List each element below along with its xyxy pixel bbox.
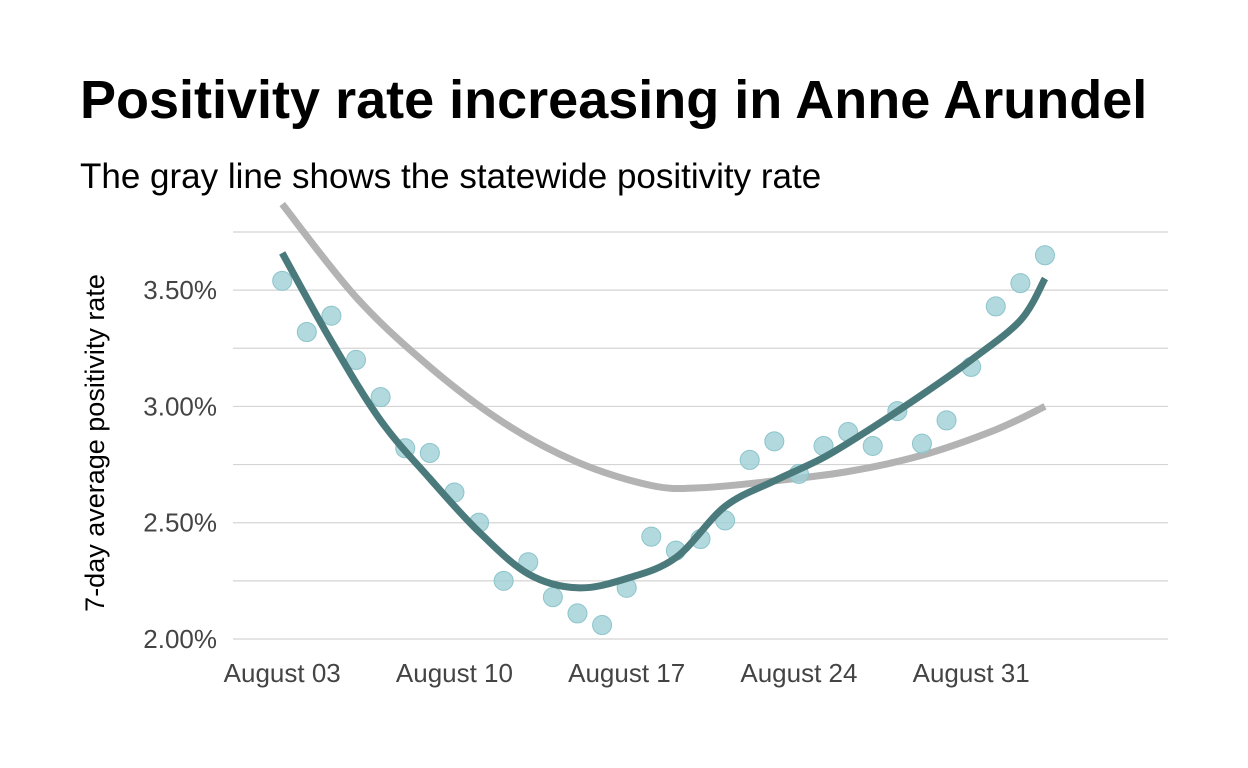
x-tick-label: August 31 (913, 658, 1030, 688)
data-point (1010, 273, 1031, 294)
data-point (936, 410, 957, 431)
chart-title: Positivity rate increasing in Anne Arund… (80, 70, 1148, 130)
statewide-trend-line (279, 201, 1047, 493)
data-point (592, 615, 613, 636)
data-point (567, 603, 588, 624)
y-tick-label: 2.00% (143, 624, 217, 654)
y-tick-label: 3.00% (143, 391, 217, 421)
y-axis-label: 7-day average positivity rate (80, 274, 110, 612)
data-point (419, 442, 440, 463)
x-tick-label: August 24 (740, 658, 857, 688)
x-axis-ticks: August 03 August 10 August 17 August 24 Augu… (224, 658, 1030, 688)
data-point (1034, 245, 1055, 266)
data-point (493, 570, 514, 591)
data-point (911, 433, 932, 454)
data-point (641, 526, 662, 547)
data-point (272, 270, 293, 291)
data-point (346, 349, 367, 370)
x-tick-label: August 17 (568, 658, 685, 688)
data-point (370, 387, 391, 408)
x-tick-label: August 03 (224, 658, 341, 688)
y-axis-ticks: 2.00% 2.50% 3.00% 3.50% (143, 275, 217, 654)
y-tick-label: 3.50% (143, 275, 217, 305)
data-point (296, 322, 317, 343)
chart-subtitle: The gray line shows the statewide positi… (80, 157, 822, 196)
x-tick-label: August 10 (396, 658, 513, 688)
trend-lines (279, 201, 1047, 493)
data-point (862, 435, 883, 456)
scatter-points (272, 245, 1055, 636)
data-point (321, 305, 342, 326)
data-point (739, 449, 760, 470)
y-tick-label: 2.50% (143, 508, 217, 538)
data-point (985, 296, 1006, 317)
gridlines (233, 231, 1168, 640)
county-trend-line (279, 251, 1049, 592)
data-point (542, 587, 563, 608)
data-point (764, 431, 785, 452)
